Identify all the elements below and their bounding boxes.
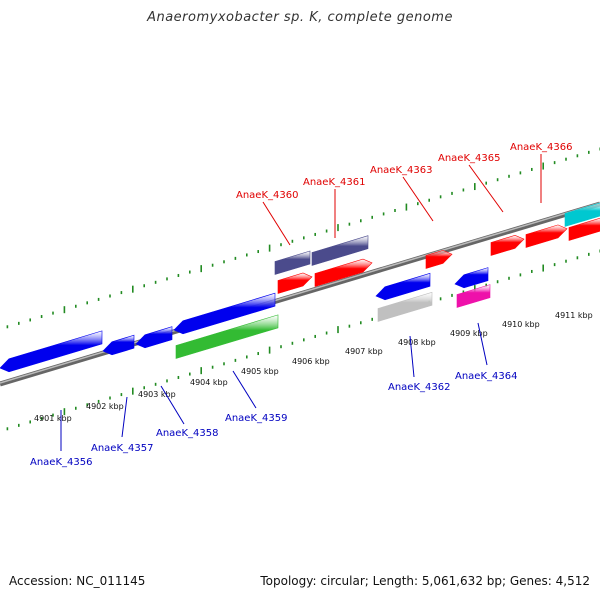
scale-label: 4906 kbp: [292, 357, 330, 366]
gene-4365: [490, 234, 525, 256]
backbone-line: [0, 201, 600, 387]
gene-4359: [173, 292, 276, 335]
gene-label-anaek_4362: AnaeK_4362: [388, 382, 450, 393]
scale-label: 4909 kbp: [450, 329, 488, 338]
scale-label: 4908 kbp: [398, 338, 436, 347]
scale-label: 4907 kbp: [345, 347, 383, 356]
scale-label: 4901 kbp: [34, 414, 72, 423]
cds-feature: [311, 235, 369, 266]
gene-4366: [525, 224, 568, 248]
scale-label: 4903 kbp: [138, 390, 176, 399]
leader-line: [232, 370, 257, 409]
leader-line: [121, 396, 128, 438]
scale-label: 4902 kbp: [86, 402, 124, 411]
gene-4362: [375, 272, 431, 301]
feature-grey: [377, 291, 433, 322]
topology-text: Topology: circular; Length: 5,061,632 bp…: [260, 574, 590, 588]
gene-4364: [454, 267, 489, 289]
gene-4361: [314, 258, 373, 287]
leader-line: [468, 164, 504, 213]
gene-label-anaek_4357: AnaeK_4357: [91, 443, 153, 454]
leader-line: [160, 385, 185, 425]
page-title: Anaeromyxobacter sp. K, complete genome: [147, 10, 453, 25]
gene-4358: [135, 326, 173, 349]
scale-label: 4911 kbp: [555, 311, 593, 320]
gene-label-anaek_4366: AnaeK_4366: [510, 142, 572, 153]
leader-line: [262, 201, 291, 246]
feature-magenta: [456, 284, 491, 308]
gene-4360: [277, 272, 313, 294]
backbone-highlight: [0, 202, 600, 384]
gene-label-anaek_4361: AnaeK_4361: [303, 177, 365, 188]
leader-line: [402, 176, 434, 222]
feature-green: [175, 314, 279, 359]
gene-label-anaek_4358: AnaeK_4358: [156, 428, 218, 439]
scale-label: 4905 kbp: [241, 367, 279, 376]
feature-cyan: [564, 202, 600, 227]
gene-4356: [0, 330, 103, 373]
gene-label-anaek_4360: AnaeK_4360: [236, 190, 298, 201]
leader-line: [409, 335, 415, 378]
cds-feature: [274, 250, 311, 275]
scale-label: 4904 kbp: [190, 378, 228, 387]
gene-4357: [102, 334, 135, 356]
gene-label-anaek_4365: AnaeK_4365: [438, 153, 500, 164]
gene-4363: [425, 250, 453, 269]
accession-text: Accession: NC_011145: [9, 574, 146, 588]
gene-label-anaek_4364: AnaeK_4364: [455, 371, 517, 382]
scale-label: 4910 kbp: [502, 320, 540, 329]
gene-label-anaek_4359: AnaeK_4359: [225, 413, 287, 424]
gene-label-anaek_4363: AnaeK_4363: [370, 165, 432, 176]
gene-4366-cont: [568, 217, 600, 241]
leader-line: [477, 322, 488, 366]
gene-label-anaek_4356: AnaeK_4356: [30, 457, 92, 468]
